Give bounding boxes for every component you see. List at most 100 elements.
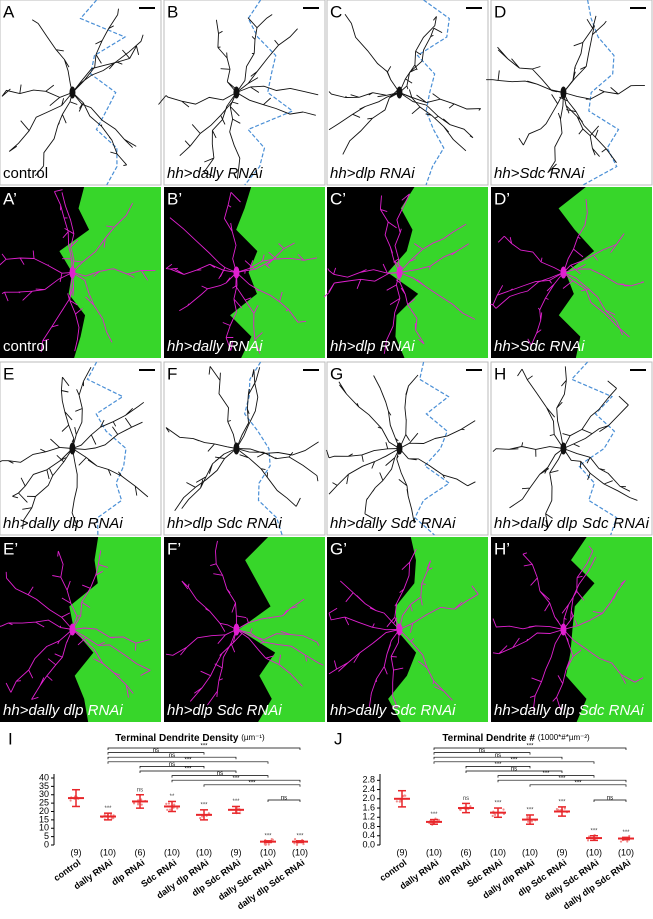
panel-label: G <box>330 364 343 383</box>
comparison-label: *** <box>494 762 502 768</box>
panel-caption: control <box>3 165 48 182</box>
significance-label: ns <box>463 796 469 802</box>
comparison-label: *** <box>574 780 582 786</box>
chart-panel-label: I <box>8 729 13 748</box>
chart-panel-label: J <box>334 729 343 748</box>
y-tick-label: 2.8 <box>362 775 375 785</box>
data-point-decor <box>268 843 270 845</box>
comparison-label: *** <box>184 757 192 763</box>
n-label: (10) <box>618 847 634 857</box>
data-point-decor <box>492 815 494 817</box>
data-point-decor <box>527 821 529 823</box>
panel-label: F’ <box>167 539 181 558</box>
data-point-decor <box>165 803 167 805</box>
significance-label: *** <box>296 833 304 839</box>
n-label: (9) <box>397 847 408 857</box>
panel-caption: hh>dally RNAi <box>167 338 263 355</box>
n-label: (10) <box>164 847 180 857</box>
panel-caption: hh>dally RNAi <box>167 165 263 182</box>
soma <box>396 624 402 636</box>
data-point-decor <box>404 795 406 797</box>
soma <box>560 624 566 636</box>
comparison-label: ns <box>479 748 485 754</box>
title-text: Terminal Dendrite Density <box>115 733 239 744</box>
n-label: (9) <box>231 847 242 857</box>
comparison-label: *** <box>558 776 566 782</box>
image-panel: Dhh>Sdc RNAi <box>486 0 652 185</box>
soma <box>233 87 239 99</box>
significance-label: *** <box>526 808 534 814</box>
panel-caption: hh>dlp RNAi <box>330 165 415 182</box>
image-panel: A’ control <box>0 187 161 358</box>
comparison-label: ns <box>281 796 287 802</box>
soma <box>396 87 402 99</box>
significance-label: *** <box>200 802 208 808</box>
data-point-decor <box>564 807 566 809</box>
panel-caption: hh>dally dlp Sdc RNAi <box>494 702 644 719</box>
image-panel: B’ hh>dally RNAi <box>164 187 325 358</box>
comparison-label: ns <box>153 748 159 754</box>
panel-label: C <box>330 2 342 21</box>
soma <box>560 87 566 99</box>
image-panel: E’hh>dally dlp RNAi <box>0 537 161 722</box>
comparison-label: *** <box>526 744 534 750</box>
comparison-label: *** <box>200 744 208 750</box>
comparison-label: *** <box>248 780 256 786</box>
n-label: (10) <box>196 847 212 857</box>
title-unit: (1000*#*µm⁻²) <box>538 733 590 742</box>
comparison-label: ns <box>217 771 223 777</box>
panel-caption: control <box>3 338 48 355</box>
panel-label: E <box>3 364 14 383</box>
panel-background <box>164 0 325 185</box>
n-label: (9) <box>557 847 568 857</box>
panel-label: G’ <box>330 539 347 558</box>
panel-caption: hh>Sdc RNAi <box>494 338 585 355</box>
panel-caption: hh>dally dlp RNAi <box>3 702 123 719</box>
data-point-decor <box>396 800 398 802</box>
title-unit: (µm⁻¹) <box>241 733 265 742</box>
significance-label: *** <box>104 806 112 812</box>
data-point-decor <box>502 808 504 810</box>
y-tick-label: 2.0 <box>362 793 375 803</box>
panel-label: F <box>167 364 177 383</box>
image-panel: Hhh>dally dlp Sdc RNAi <box>491 362 652 535</box>
y-tick-label: 0.0 <box>362 839 375 849</box>
n-label: (10) <box>100 847 116 857</box>
panel-caption: hh>dally Sdc RNAi <box>330 515 456 532</box>
image-panel: C’hh>dlp RNAi <box>324 187 488 358</box>
chart-title: Terminal Dendrite Density (µm⁻¹) <box>115 733 265 744</box>
data-point-decor <box>587 839 589 841</box>
comparison-label: ns <box>169 753 175 759</box>
panel-label: A’ <box>3 189 17 208</box>
y-tick-label: 0.8 <box>362 821 375 831</box>
data-point-decor <box>141 804 143 806</box>
comparison-label: *** <box>542 771 550 777</box>
soma <box>560 267 566 279</box>
y-tick-label: 0.4 <box>362 830 375 840</box>
chart: JTerminal Dendrite # (1000*#*µm⁻²)0.00.4… <box>334 729 634 911</box>
significance-label: *** <box>494 801 502 807</box>
panel-label: C’ <box>330 189 346 208</box>
soma <box>69 624 75 636</box>
comparison-label: *** <box>510 757 518 763</box>
data-point-decor <box>459 809 461 811</box>
data-point-decor <box>626 840 628 842</box>
data-point-decor <box>438 819 440 821</box>
data-point-decor <box>176 807 178 809</box>
image-panel: Fhh>dlp Sdc RNAi <box>164 362 325 535</box>
n-label: (10) <box>522 847 538 857</box>
n-label: (10) <box>586 847 602 857</box>
image-panel: Ghh>dally Sdc RNAi <box>327 362 489 535</box>
significance-label: ** <box>170 794 175 800</box>
data-point-decor <box>169 809 171 811</box>
panel-caption: hh>dally dlp Sdc RNAi <box>494 515 650 532</box>
panel-caption: hh>Sdc RNAi <box>494 165 585 182</box>
n-label: (10) <box>292 847 308 857</box>
soma <box>396 267 402 279</box>
data-point-decor <box>166 809 168 811</box>
data-point-decor <box>199 817 201 819</box>
y-tick-label: 1.2 <box>362 812 375 822</box>
y-tick-label: 2.4 <box>362 784 375 794</box>
panel-label: B’ <box>167 189 182 208</box>
image-panel: D’hh>Sdc RNAi <box>490 187 652 358</box>
